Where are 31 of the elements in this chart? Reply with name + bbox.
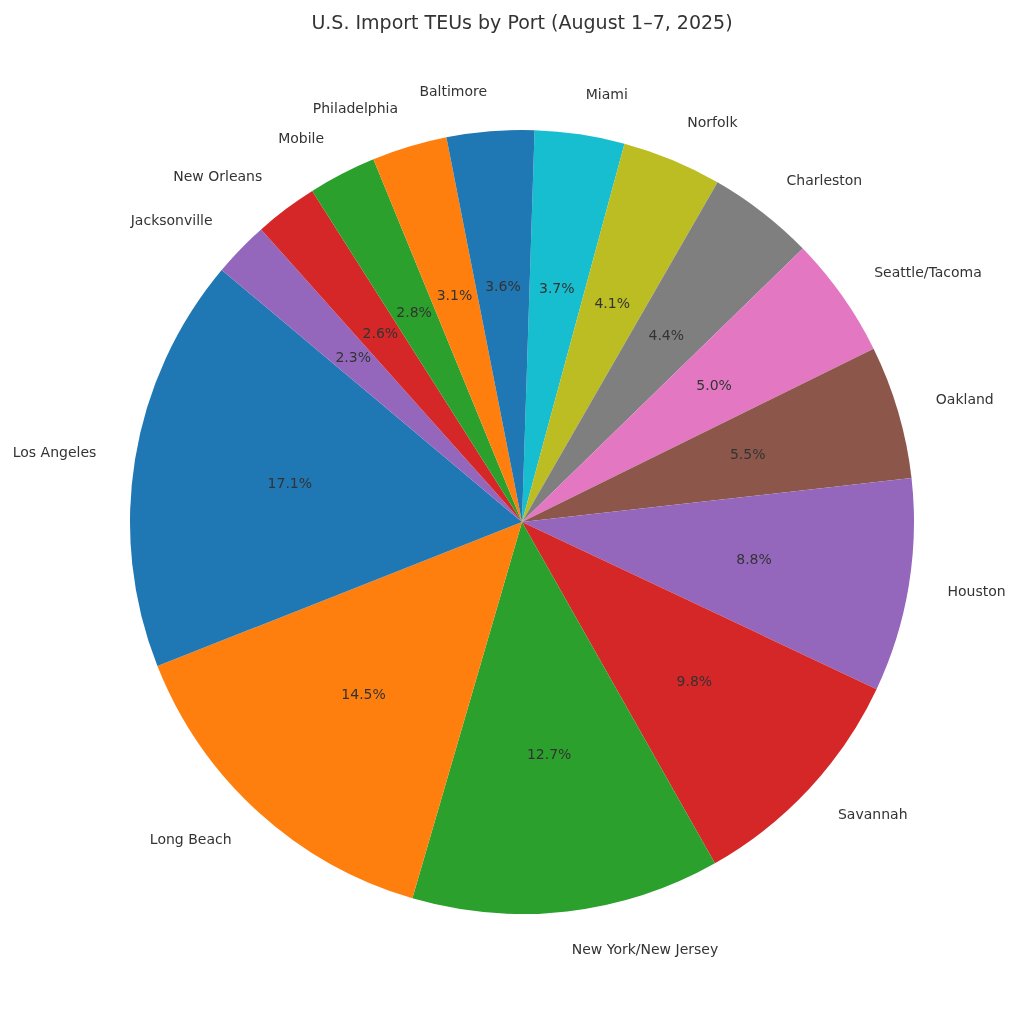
data-label: 4.1% — [594, 295, 630, 312]
slice-label: Savannah — [837, 806, 908, 823]
slice-label: Baltimore — [419, 82, 488, 99]
slice-label: Miami — [585, 86, 628, 103]
chart-title: U.S. Import TEUs by Port (August 1–7, 2025) — [311, 10, 733, 33]
data-label: 14.5% — [341, 686, 386, 703]
data-label: 2.6% — [362, 324, 399, 341]
data-label: 5.5% — [729, 446, 766, 463]
slice-label: New York/New Jersey — [571, 940, 719, 957]
slice-label: Houston — [947, 583, 1006, 600]
slice-label: Jacksonville — [129, 212, 213, 229]
slice-label: Norfolk — [687, 114, 739, 131]
data-label: 9.8% — [676, 672, 713, 689]
data-label: 8.8% — [736, 551, 772, 568]
data-label: 5.0% — [696, 376, 732, 393]
slice-label: Oakland — [935, 391, 994, 408]
slice-label: Mobile — [278, 129, 325, 146]
slice-label: Philadelphia — [312, 99, 399, 116]
data-label: 3.6% — [485, 278, 521, 295]
data-label: 4.4% — [648, 326, 685, 343]
data-label: 12.7% — [526, 746, 572, 763]
data-label: 2.8% — [396, 303, 432, 320]
slice-label: New Orleans — [173, 168, 263, 185]
data-label: 17.1% — [267, 474, 313, 491]
slice-label: Long Beach — [149, 831, 232, 848]
data-label: 3.7% — [538, 280, 575, 297]
slice-label: Charleston — [786, 172, 863, 189]
data-label: 2.3% — [335, 348, 371, 365]
data-label: 3.1% — [436, 287, 473, 304]
slice-label: Seattle/Tacoma — [874, 263, 982, 280]
slice-label: Los Angeles — [12, 443, 97, 460]
